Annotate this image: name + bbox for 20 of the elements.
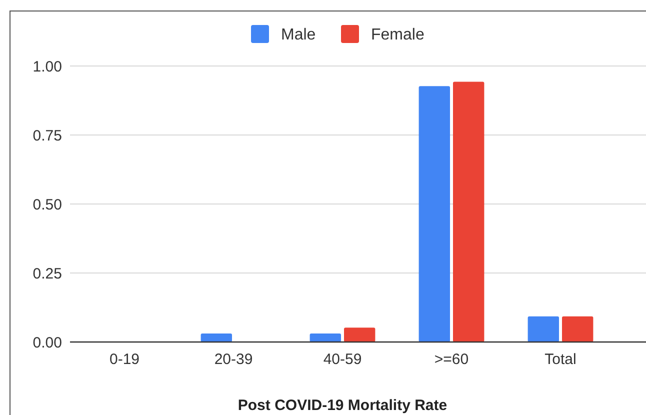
- bar: [528, 316, 559, 342]
- bar: [453, 82, 484, 342]
- x-tick-label: >=60: [434, 351, 469, 368]
- legend-label: Female: [371, 26, 424, 44]
- bar: [562, 316, 594, 342]
- bar: [200, 333, 232, 342]
- x-tick-label: 20-39: [214, 351, 253, 368]
- legend-label: Male: [281, 26, 316, 44]
- bar: [418, 86, 450, 342]
- bar: [310, 333, 341, 342]
- y-tick-label: 0.00: [32, 334, 62, 352]
- x-tick-label: 0-19: [109, 351, 140, 368]
- y-tick-label: 1.00: [32, 58, 62, 76]
- x-axis-title: Post COVID-19 Mortality Rate: [238, 397, 448, 414]
- bar: [344, 328, 376, 342]
- y-tick-label: 0.25: [32, 265, 62, 282]
- x-tick-label: 40-59: [323, 351, 362, 368]
- y-tick-label: 0.75: [32, 127, 62, 144]
- y-tick-label: 0.50: [32, 196, 62, 214]
- x-tick-label: Total: [544, 351, 576, 368]
